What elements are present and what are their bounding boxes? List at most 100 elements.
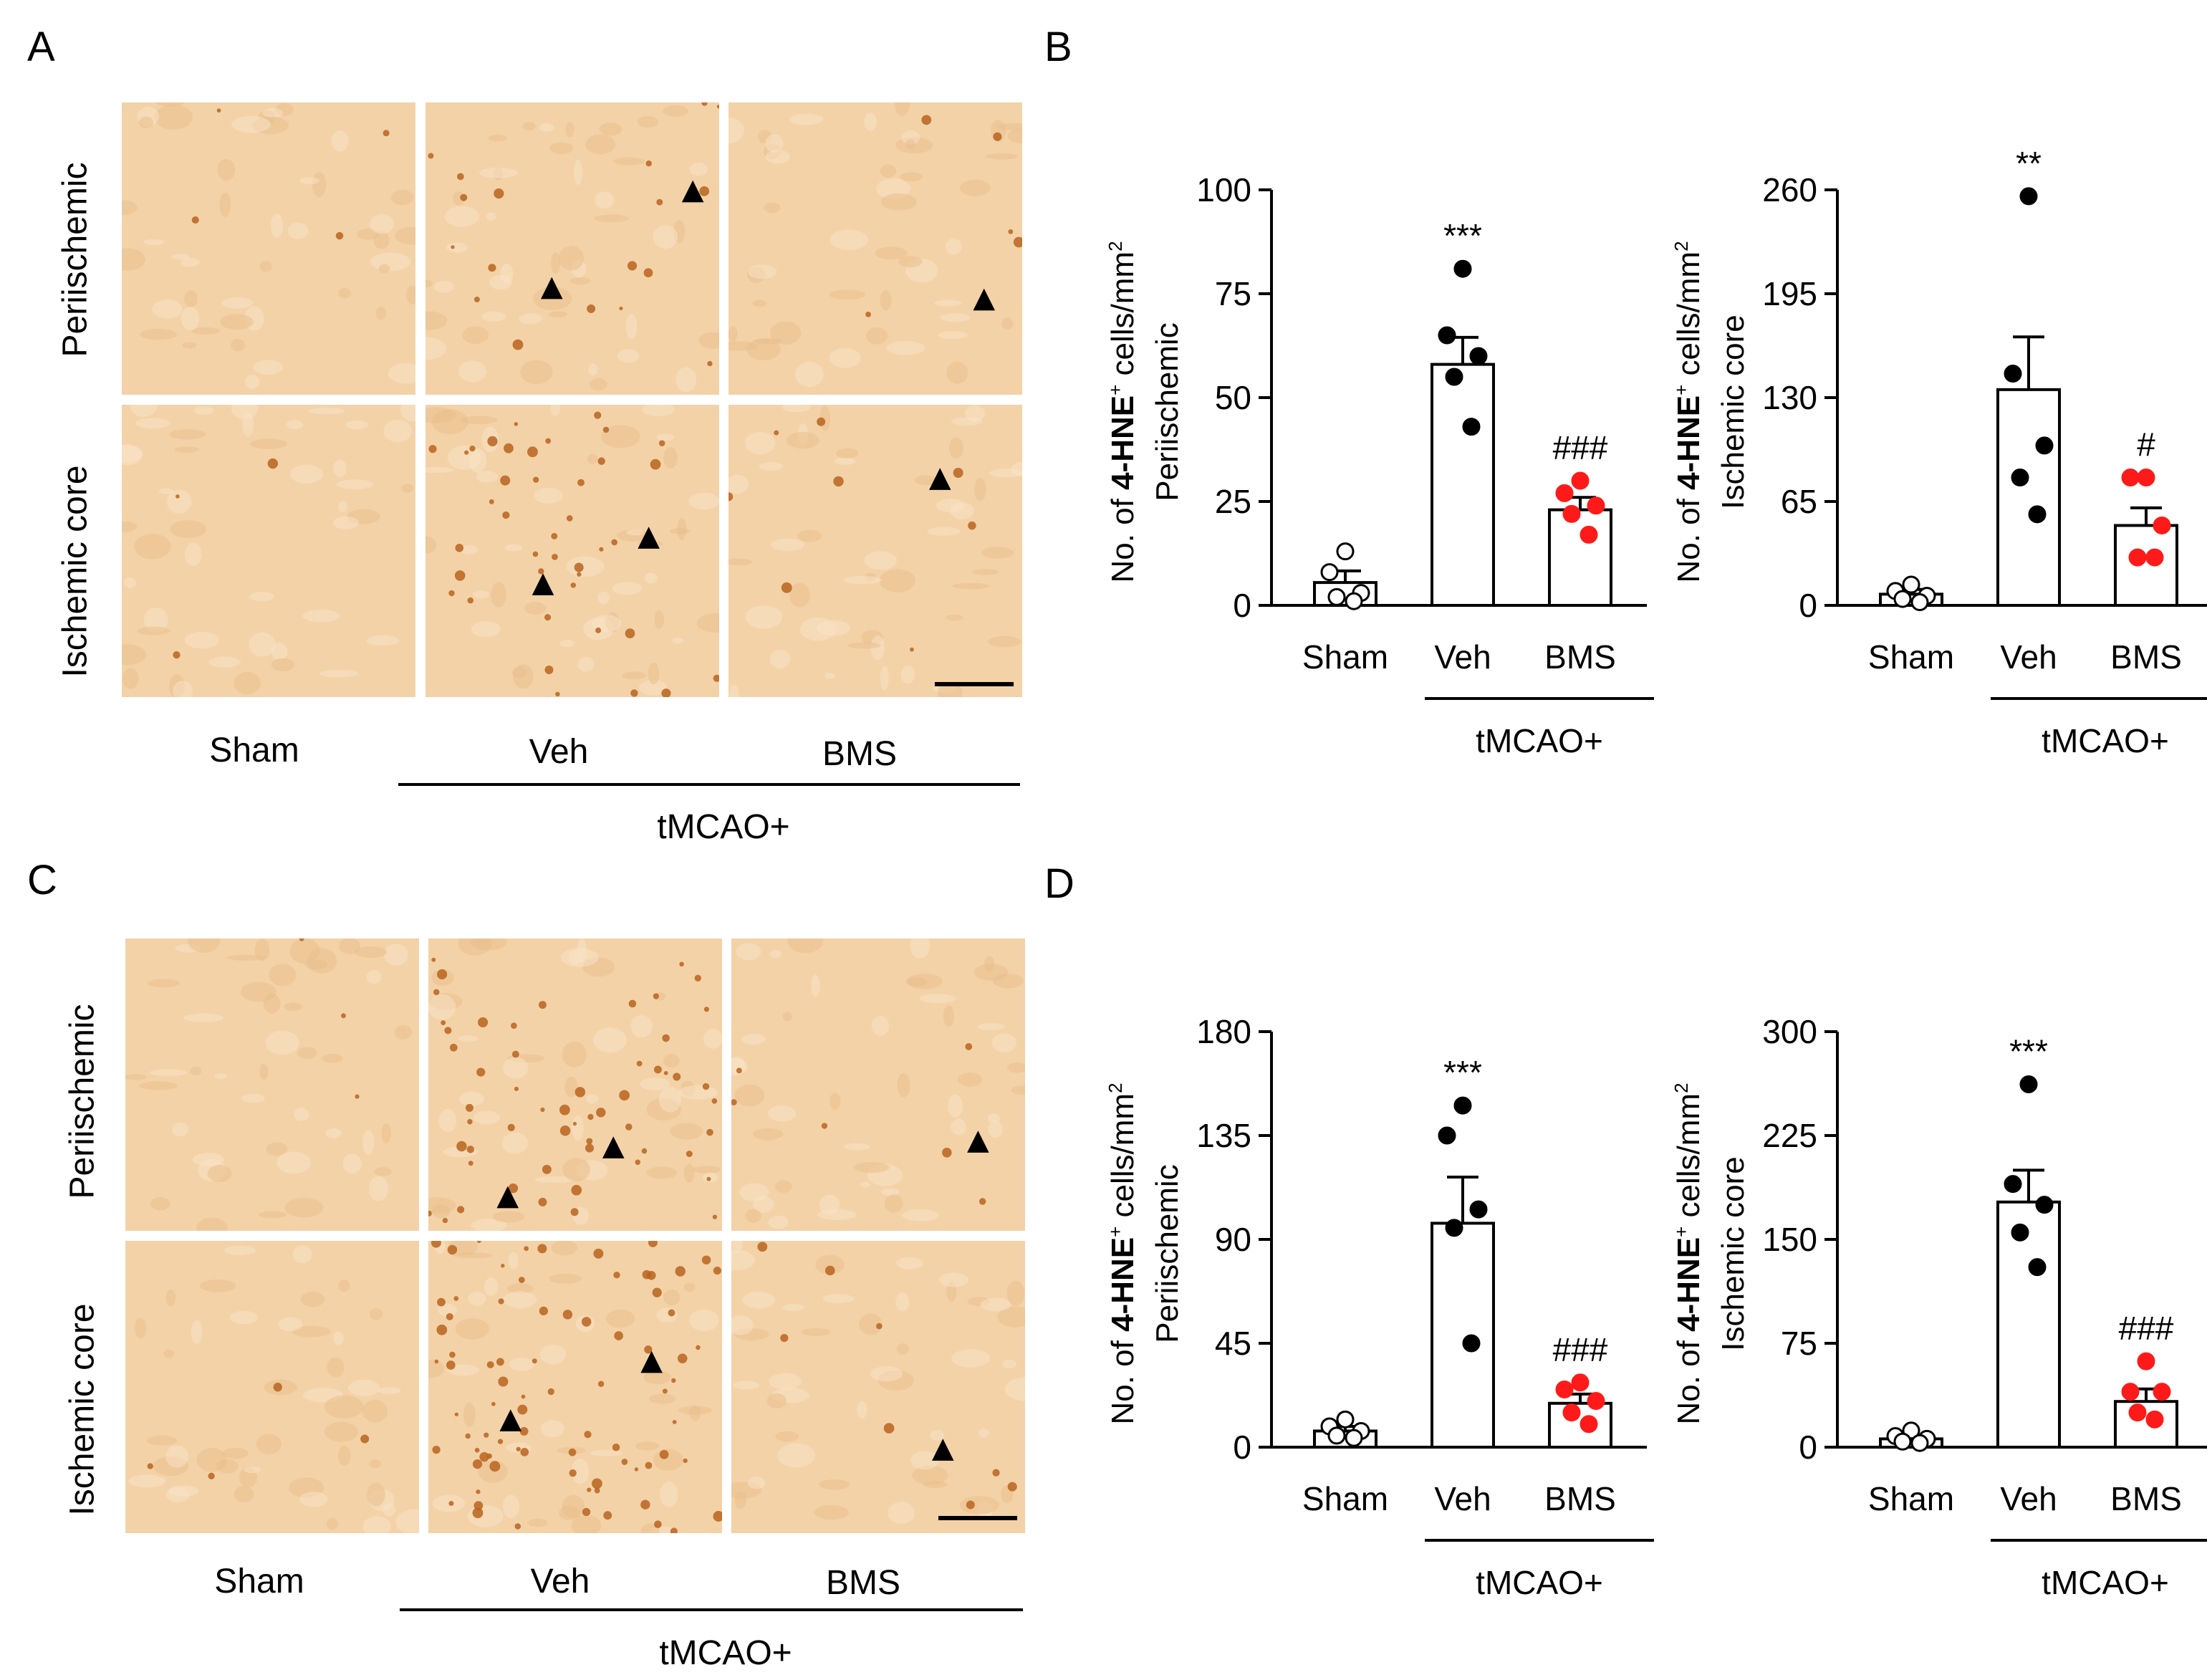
stained-cell: [781, 582, 792, 593]
data-point: [1893, 590, 1912, 608]
stained-cell: [641, 1148, 648, 1154]
tissue-texture: [171, 253, 190, 260]
stained-cell: [428, 153, 434, 159]
stained-cell: [516, 1446, 521, 1451]
tissue-texture: [338, 1279, 350, 1292]
tissue-texture: [184, 542, 202, 567]
stained-cell: [876, 1323, 883, 1330]
data-point: [1555, 1380, 1574, 1398]
y-tick-label: 180: [1196, 1013, 1251, 1050]
stained-cell: [574, 1087, 586, 1098]
stained-cell: [636, 1060, 643, 1067]
stained-cell: [559, 1125, 571, 1136]
tissue-texture: [729, 326, 738, 342]
tissue-texture: [125, 1074, 147, 1080]
tissue-texture: [143, 239, 165, 246]
tissue-texture: [338, 288, 352, 299]
tissue-texture: [231, 405, 259, 420]
tissue-texture: [241, 1093, 265, 1103]
tissue-texture: [769, 321, 802, 345]
stained-cell: [653, 993, 660, 999]
stained-cell: [582, 1507, 591, 1517]
tissue-texture: [752, 299, 766, 307]
tissue-texture: [208, 656, 241, 668]
tissue-texture: [286, 420, 304, 430]
tissue-texture: [348, 1379, 380, 1397]
tissue-texture: [165, 1445, 189, 1468]
tissue-texture: [319, 669, 359, 678]
y-axis-label-line1: No. of 4-HNE+ cells/mm2: [1670, 241, 1706, 582]
stained-cell: [453, 1296, 459, 1301]
tissue-texture: [369, 1459, 381, 1469]
tissue-texture: [150, 1197, 170, 1211]
tissue-texture: [463, 1402, 476, 1428]
tissue-texture: [492, 1211, 525, 1223]
stained-cell: [587, 1487, 592, 1492]
data-point: [2019, 1075, 2038, 1093]
stained-cell: [552, 554, 558, 560]
tissue-texture: [1004, 1377, 1025, 1401]
y-label-sup2: 2: [1670, 1083, 1692, 1093]
stained-cell: [484, 1432, 489, 1438]
stained-cell: [559, 1104, 570, 1115]
stained-cell: [466, 1146, 474, 1153]
tissue-texture: [130, 405, 158, 417]
y-label-suffix: cells/mm: [1671, 1093, 1706, 1227]
bar: [1548, 508, 1612, 607]
tissue-texture: [290, 464, 324, 484]
stained-cell: [537, 1244, 547, 1254]
y-tick-label: 150: [1762, 1221, 1817, 1258]
stained-cell: [511, 1022, 517, 1029]
tissue-texture: [649, 1393, 676, 1404]
tissue-texture: [943, 1005, 954, 1027]
tissue-texture: [900, 172, 923, 182]
stained-cell: [701, 102, 708, 106]
tissue-texture: [663, 1054, 680, 1068]
tissue-texture: [249, 632, 276, 657]
stained-cell: [910, 647, 914, 652]
micrograph-grid-c: Periischemic Ischemic core ▲ ▲ ▲ ▲ ▲ ▲ Sha…: [0, 838, 1046, 1680]
chart-d-right: No. of 4-HNE+ cells/mm2 Ischemic core 0 75 1…: [1670, 1013, 2207, 1601]
group-label: tMCAO+: [657, 808, 790, 846]
tissue-texture: [174, 446, 200, 453]
stained-cell: [587, 304, 596, 313]
stained-cell: [432, 1445, 441, 1454]
stained-cell: [538, 568, 544, 575]
tissue-texture: [447, 1364, 479, 1376]
tissue-texture: [362, 1516, 392, 1533]
data-point: [2145, 1410, 2164, 1429]
tissue-texture: [381, 1123, 391, 1144]
stained-cell: [701, 1255, 711, 1264]
stained-cell: [694, 974, 701, 981]
tissue-texture: [997, 1306, 1025, 1328]
tissue-texture: [446, 242, 468, 253]
tissue-texture: [613, 157, 645, 165]
tissue-texture: [137, 626, 170, 635]
col-label-veh: Veh: [529, 733, 589, 771]
stained-cell: [993, 132, 1002, 141]
stained-cell: [833, 476, 844, 487]
tissue-texture: [782, 1303, 804, 1312]
tissue-texture: [191, 327, 221, 335]
category-label: BMS: [2110, 638, 2182, 676]
tissue-texture: [199, 1280, 236, 1292]
micrograph-tile: [125, 939, 419, 1231]
tissue-texture: [640, 1077, 670, 1090]
tissue-texture: [617, 349, 640, 363]
tissue-texture: [914, 475, 938, 486]
tissue-texture: [663, 447, 678, 469]
tissue-texture: [658, 1087, 682, 1113]
tissue-texture: [366, 970, 382, 984]
tissue-texture: [789, 582, 810, 608]
tissue-texture: [1002, 1359, 1016, 1368]
tissue-texture: [562, 1494, 585, 1518]
y-label-bold: 4-HNE: [1671, 395, 1706, 490]
stained-cell: [532, 551, 539, 557]
tissue-background: [428, 1241, 722, 1533]
stained-cell: [703, 1007, 709, 1012]
stained-cell: [611, 539, 617, 546]
y-tick-label: 25: [1215, 483, 1251, 520]
stained-cell: [602, 426, 610, 433]
stained-cell: [968, 521, 976, 530]
tissue-texture: [648, 662, 660, 685]
